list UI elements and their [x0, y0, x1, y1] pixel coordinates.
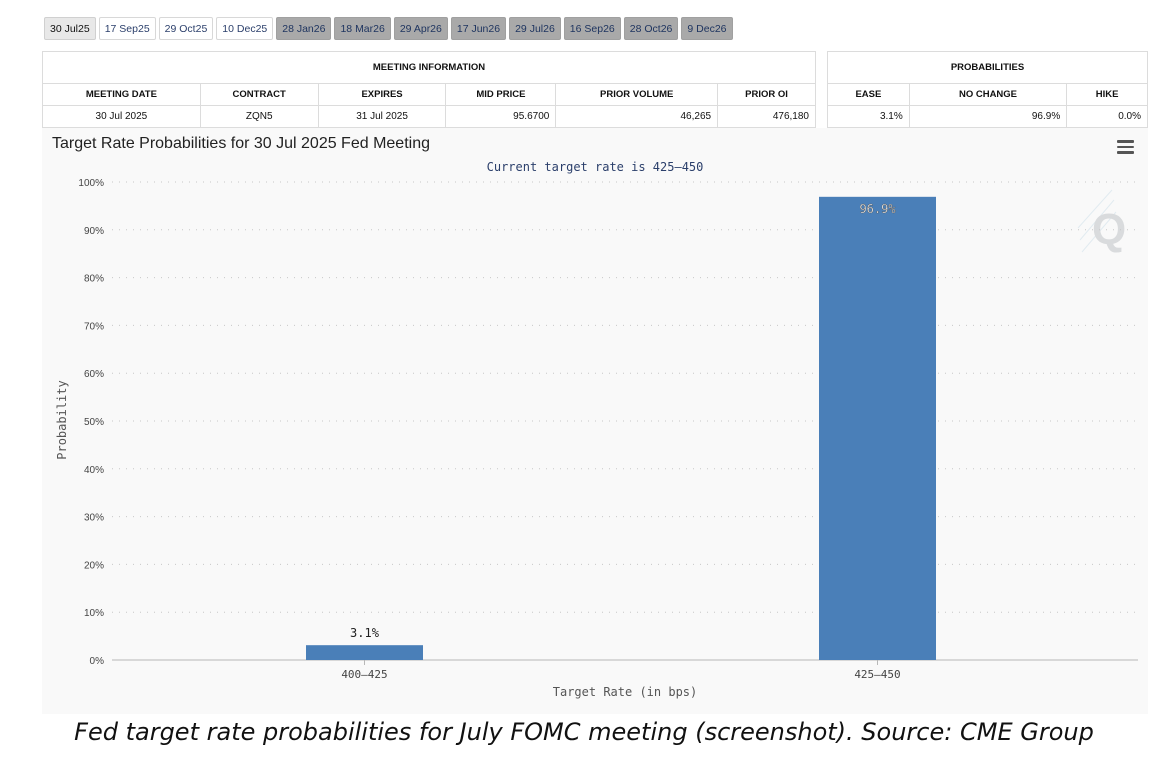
y-tick-label: 80% — [84, 274, 104, 285]
y-tick-label: 50% — [84, 417, 104, 428]
meeting-information-title: MEETING INFORMATION — [42, 51, 816, 84]
bar-400–425 — [306, 645, 423, 660]
y-tick-label: 70% — [84, 321, 104, 332]
y-tick-label: 40% — [84, 465, 104, 476]
cell-hike: 0.0% — [1066, 105, 1148, 128]
tab-4[interactable]: 28 Jan26 — [276, 17, 332, 40]
x-tick-label: 425–450 — [854, 668, 900, 681]
x-axis-title: Target Rate (in bps) — [553, 685, 698, 699]
tab-7[interactable]: 17 Jun26 — [450, 17, 507, 40]
cell-meeting-date: 30 Jul 2025 — [42, 105, 201, 128]
bar-value-label: 96.9% — [859, 202, 896, 216]
tab-10[interactable]: 28 Oct26 — [623, 17, 679, 40]
hamburger-menu-icon[interactable] — [1117, 140, 1134, 154]
chart-title: Target Rate Probabilities for 30 Jul 202… — [52, 135, 430, 152]
cell-mid-price: 95.6700 — [445, 105, 557, 128]
cell-prior-oi: 476,180 — [717, 105, 816, 128]
meeting-information-table: MEETING INFORMATION MEETING DATE CONTRAC… — [42, 51, 816, 128]
tab-11[interactable]: 9 Dec26 — [681, 17, 733, 40]
y-tick-label: 30% — [84, 513, 104, 524]
y-tick-label: 0% — [90, 656, 105, 667]
meeting-tabs: 30 Jul25 17 Sep25 29 Oct25 10 Dec25 28 Jan26… — [44, 17, 733, 40]
y-tick-label: 60% — [84, 369, 104, 380]
probabilities-title: PROBABILITIES — [827, 51, 1148, 84]
y-tick-label: 10% — [84, 608, 104, 619]
bar-425–450 — [819, 196, 936, 660]
tab-1[interactable]: 17 Sep25 — [98, 17, 156, 40]
figure-caption: Fed target rate probabilities for July F… — [74, 718, 1094, 746]
tab-8[interactable]: 29 Jul26 — [509, 17, 561, 40]
cell-contract: ZQN5 — [199, 105, 319, 128]
svg-text:Q: Q — [1092, 205, 1126, 254]
y-tick-label: 100% — [78, 178, 104, 189]
y-axis-title: Probability — [55, 380, 69, 459]
x-tick-label: 400–425 — [341, 668, 387, 681]
cell-no-change: 96.9% — [908, 105, 1068, 128]
y-tick-label: 90% — [84, 226, 104, 237]
watermark-q-icon: Q — [1077, 189, 1126, 254]
tab-9[interactable]: 16 Sep26 — [563, 17, 621, 40]
chart-subtitle: Current target rate is 425–450 — [487, 160, 704, 174]
tab-3[interactable]: 10 Dec25 — [216, 17, 274, 40]
y-tick-label: 20% — [84, 560, 104, 571]
tab-5[interactable]: 18 Mar26 — [334, 17, 391, 40]
tab-0[interactable]: 30 Jul25 — [44, 17, 96, 40]
bar-value-label: 3.1% — [350, 626, 380, 640]
tab-6[interactable]: 29 Apr26 — [393, 17, 448, 40]
tab-2[interactable]: 29 Oct25 — [158, 17, 214, 40]
probabilities-table: PROBABILITIES EASE NO CHANGE HIKE 3.1% 9… — [827, 51, 1148, 128]
